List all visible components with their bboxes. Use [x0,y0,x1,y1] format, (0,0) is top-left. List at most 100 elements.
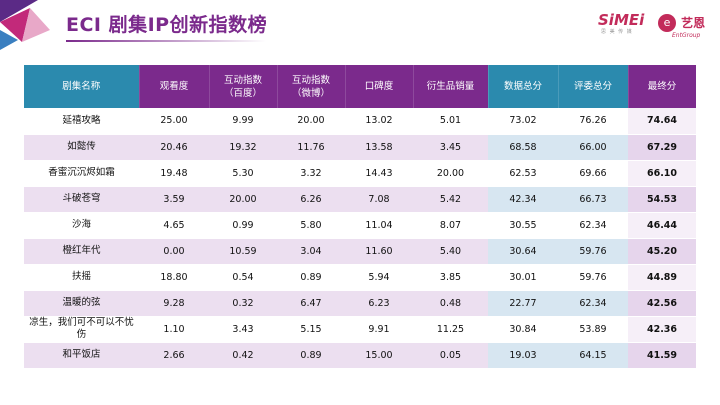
col-header-reputation: 口碑度 [345,65,414,108]
cell-views: 4.65 [139,212,209,239]
cell-judge-total: 66.00 [558,134,628,161]
cell-name: 扶摇 [24,264,139,291]
simei-logo: SiMEi 思 美 传 媒 [598,12,654,42]
table-row: 扶摇 18.80 0.54 0.89 5.94 3.85 30.01 59.76 44.89 [24,264,696,291]
cell-data-total: 22.77 [488,290,558,317]
cell-weibo: 20.00 [277,108,345,135]
cell-judge-total: 64.15 [558,342,628,369]
cell-merch: 3.45 [413,134,488,161]
col-header-data-total: 数据总分 [488,65,559,108]
cell-merch: 11.25 [413,316,488,343]
cell-reputation: 5.94 [345,264,413,291]
table-row: 和平饭店 2.66 0.42 0.89 15.00 0.05 19.03 64.15 41.59 [24,342,696,369]
col-header-baidu: 互动指数 （百度） [209,65,278,108]
cell-judge-total: 59.76 [558,264,628,291]
cell-views: 18.80 [139,264,209,291]
cell-judge-total: 66.73 [558,186,628,213]
cell-data-total: 73.02 [488,108,558,135]
cell-data-total: 30.01 [488,264,558,291]
cell-final: 42.56 [628,290,696,317]
cell-baidu: 0.42 [209,342,277,369]
cell-reputation: 6.23 [345,290,413,317]
cell-reputation: 13.02 [345,108,413,135]
cell-weibo: 3.04 [277,238,345,265]
cell-baidu: 20.00 [209,186,277,213]
cell-judge-total: 59.76 [558,238,628,265]
cell-final: 42.36 [628,316,696,343]
table-header-row: 剧集名称 观看度 互动指数 （百度） 互动指数 （微博） 口碑度 衍生品销量 数据总… [24,65,697,108]
yien-logo: e 艺恩 EntGroup [658,12,714,42]
cell-data-total: 62.53 [488,160,558,187]
cell-name: 沙海 [24,212,139,239]
cell-merch: 20.00 [413,160,488,187]
yien-logo-mark-icon: e [658,13,676,32]
cell-weibo: 0.89 [277,342,345,369]
cell-name: 和平饭店 [24,342,139,369]
corner-decoration [0,0,50,50]
cell-judge-total: 69.66 [558,160,628,187]
col-header-judge-total: 评委总分 [558,65,629,108]
cell-judge-total: 62.34 [558,290,628,317]
table-row: 温暖的弦 9.28 0.32 6.47 6.23 0.48 22.77 62.34 42.56 [24,290,696,317]
col-header-views: 观看度 [139,65,210,108]
cell-views: 19.48 [139,160,209,187]
cell-name: 如懿传 [24,134,139,161]
cell-final: 44.89 [628,264,696,291]
simei-logo-subtext: 思 美 传 媒 [601,29,633,35]
cell-final: 54.53 [628,186,696,213]
yien-logo-subtext: EntGroup [672,31,701,39]
cell-final: 74.64 [628,108,696,135]
table-row: 延禧攻略 25.00 9.99 20.00 13.02 5.01 73.02 76.26 74.… [24,108,696,135]
cell-merch: 0.05 [413,342,488,369]
cell-baidu: 9.99 [209,108,277,135]
cell-name: 香蜜沉沉烬如霜 [24,160,139,187]
cell-merch: 8.07 [413,212,488,239]
col-header-final: 最终分 [628,65,697,108]
cell-judge-total: 62.34 [558,212,628,239]
cell-views: 9.28 [139,290,209,317]
cell-views: 0.00 [139,238,209,265]
cell-final: 45.20 [628,238,696,265]
cell-final: 41.59 [628,342,696,369]
table-row: 斗破苍穹 3.59 20.00 6.26 7.08 5.42 42.34 66.73 54.53 [24,186,696,213]
cell-data-total: 68.58 [488,134,558,161]
col-header-merch: 衍生品销量 [413,65,489,108]
ranking-table: 剧集名称 观看度 互动指数 （百度） 互动指数 （微博） 口碑度 衍生品销量 数据总… [24,65,697,369]
cell-merch: 3.85 [413,264,488,291]
cell-name: 橙红年代 [24,238,139,265]
cell-data-total: 19.03 [488,342,558,369]
page-title: ECI 剧集IP创新指数榜 [66,14,268,36]
cell-name: 凉生，我们可不可以不忧伤 [24,316,139,343]
cell-merch: 5.40 [413,238,488,265]
cell-judge-total: 53.89 [558,316,628,343]
cell-weibo: 6.47 [277,290,345,317]
cell-reputation: 9.91 [345,316,413,343]
cell-views: 1.10 [139,316,209,343]
cell-views: 25.00 [139,108,209,135]
cell-final: 67.29 [628,134,696,161]
cell-baidu: 3.43 [209,316,277,343]
simei-logo-text: SiMEi [598,11,645,29]
cell-judge-total: 76.26 [558,108,628,135]
cell-weibo: 3.32 [277,160,345,187]
cell-name: 延禧攻略 [24,108,139,135]
table-row: 如懿传 20.46 19.32 11.76 13.58 3.45 68.58 66.00 67.… [24,134,696,161]
cell-weibo: 5.80 [277,212,345,239]
cell-reputation: 11.04 [345,212,413,239]
cell-baidu: 0.99 [209,212,277,239]
cell-reputation: 15.00 [345,342,413,369]
title-underline [66,40,266,42]
table-row: 香蜜沉沉烬如霜 19.48 5.30 3.32 14.43 20.00 62.53 69.66… [24,160,696,187]
cell-merch: 5.01 [413,108,488,135]
cell-data-total: 30.84 [488,316,558,343]
cell-data-total: 30.55 [488,212,558,239]
cell-data-total: 42.34 [488,186,558,213]
yien-logo-text: 艺恩 [681,16,706,30]
table-row: 凉生，我们可不可以不忧伤 1.10 3.43 5.15 9.91 11.25 30.84 53… [24,316,696,343]
cell-baidu: 5.30 [209,160,277,187]
cell-weibo: 5.15 [277,316,345,343]
cell-name: 斗破苍穹 [24,186,139,213]
cell-final: 66.10 [628,160,696,187]
cell-merch: 0.48 [413,290,488,317]
cell-baidu: 19.32 [209,134,277,161]
